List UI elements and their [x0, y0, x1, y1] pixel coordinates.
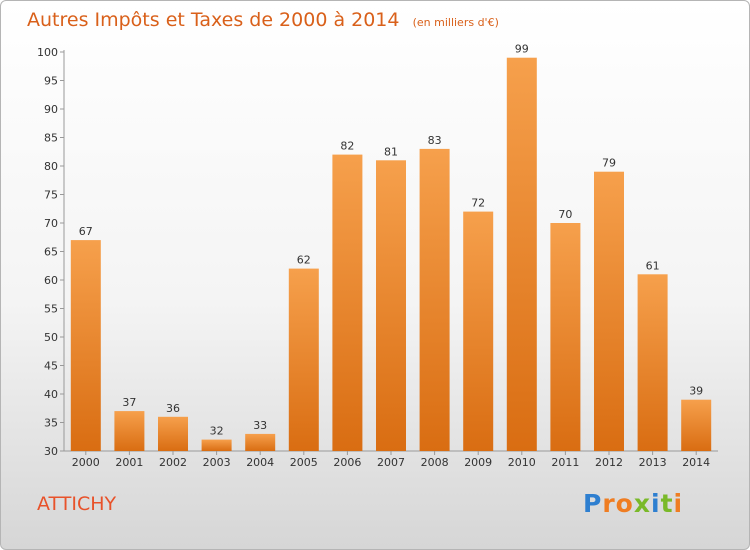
x-tick-label: 2000 — [72, 456, 100, 469]
y-tick-label: 35 — [44, 417, 58, 430]
x-tick-label: 2011 — [551, 456, 579, 469]
bar-2009 — [463, 211, 494, 451]
x-tick-label: 2004 — [246, 456, 274, 469]
brand-letter: o — [615, 489, 634, 518]
brand-letter: i — [651, 489, 661, 518]
bar-2003 — [201, 439, 232, 451]
bar-2004 — [245, 433, 276, 451]
bar-2002 — [158, 416, 188, 451]
x-tick-label: 2003 — [203, 456, 231, 469]
place-name: ATTICHY — [37, 493, 117, 515]
y-tick-label: 85 — [44, 132, 58, 145]
brand-letter: x — [633, 489, 651, 518]
x-tick-label: 2008 — [421, 456, 449, 469]
y-tick-label: 50 — [44, 331, 58, 344]
x-tick-label: 2009 — [464, 456, 492, 469]
brand-letter: i — [673, 489, 684, 518]
x-tick-label: 2010 — [508, 456, 536, 469]
x-tick-label: 2002 — [159, 456, 187, 469]
bar-value-label: 72 — [471, 197, 485, 210]
brand-letter: t — [660, 489, 674, 518]
bar-value-label: 62 — [297, 254, 311, 267]
bar-2008 — [419, 148, 450, 451]
bar-value-label: 79 — [602, 157, 616, 170]
x-tick-label: 2001 — [115, 456, 143, 469]
bar-value-label: 70 — [558, 208, 572, 221]
y-tick-label: 90 — [44, 103, 58, 116]
bar-2001 — [114, 411, 145, 451]
bar-value-label: 37 — [122, 396, 136, 409]
bar-value-label: 81 — [384, 145, 398, 158]
x-tick-label: 2012 — [595, 456, 623, 469]
bar-value-label: 61 — [646, 259, 660, 272]
bar-value-label: 83 — [428, 134, 442, 147]
bar-2013 — [637, 274, 668, 451]
x-tick-label: 2013 — [639, 456, 667, 469]
chart-title: Autres Impôts et Taxes de 2000 à 2014 — [27, 9, 400, 31]
y-tick-label: 65 — [44, 246, 58, 259]
bar-value-label: 36 — [166, 402, 180, 415]
bar-value-label: 32 — [210, 425, 224, 438]
bar-value-label: 99 — [515, 43, 529, 56]
bar-value-label: 33 — [253, 419, 267, 432]
bar-2014 — [681, 399, 712, 451]
brand-letter: r — [602, 489, 616, 518]
y-tick-label: 75 — [44, 189, 58, 202]
y-tick-label: 100 — [37, 46, 58, 59]
y-tick-label: 45 — [44, 360, 58, 373]
bar-value-label: 39 — [689, 385, 703, 398]
bar-value-label: 82 — [340, 140, 354, 153]
y-tick-label: 95 — [44, 75, 58, 88]
bar-2010 — [506, 57, 537, 451]
bar-2000 — [70, 240, 101, 451]
chart-title-text: Autres Impôts et Taxes de 2000 à 2014 (e… — [27, 9, 499, 31]
bar-2006 — [332, 154, 363, 451]
y-tick-label: 30 — [44, 445, 58, 458]
axes: 30 35 40 45 50 55 60 65 70 75 80 85 90 95 100 2000 2001 2… — [37, 46, 718, 469]
x-tick-label: 2005 — [290, 456, 318, 469]
y-tick-label: 40 — [44, 388, 58, 401]
bars: 67 37 36 32 33 62 82 81 83 72 99 70 79 61 39 — [70, 43, 712, 452]
chart-unit: (en milliers d'€) — [413, 16, 499, 29]
bar-2011 — [550, 223, 581, 451]
brand-logo[interactable]: Proxiti — [583, 489, 683, 518]
x-tick-label: 2006 — [333, 456, 361, 469]
y-tick-label: 55 — [44, 303, 58, 316]
bar-value-label: 67 — [79, 225, 93, 238]
y-tick-label: 70 — [44, 217, 58, 230]
x-tick-label: 2014 — [682, 456, 710, 469]
y-tick-label: 60 — [44, 274, 58, 287]
bar-2007 — [376, 160, 406, 452]
bar-2005 — [288, 268, 319, 451]
brand-letter: P — [583, 489, 603, 518]
y-tick-label: 80 — [44, 160, 58, 173]
x-tick-label: 2007 — [377, 456, 405, 469]
bar-2012 — [594, 171, 624, 451]
